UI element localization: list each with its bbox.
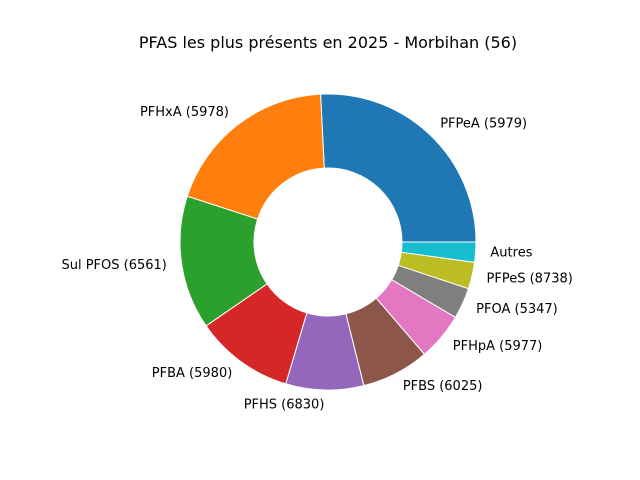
slice-0 (320, 93, 477, 243)
slice-label-3: PFBA (5980) (152, 366, 233, 381)
slice-label-2: Sul PFOS (6561) (61, 258, 166, 273)
slices-group (179, 93, 477, 391)
slice-label-9: Autres (490, 246, 532, 261)
slice-1 (186, 93, 325, 220)
slice-label-4: PFHS (6830) (244, 397, 325, 412)
slice-label-5: PFBS (6025) (403, 379, 483, 394)
chart-title: PFAS les plus présents en 2025 - Morbiha… (139, 33, 517, 52)
slice-label-0: PFPeA (5979) (440, 117, 527, 132)
slice-label-8: PFPeS (8738) (487, 272, 573, 287)
slice-label-6: PFHpA (5977) (453, 339, 543, 354)
slice-9 (400, 241, 477, 263)
labels-group: PFPeA (5979) PFHxA (5978) Sul PFOS (6561) P… (61, 105, 572, 412)
slice-label-1: PFHxA (5978) (140, 105, 229, 120)
slice-label-7: PFOA (5347) (476, 302, 558, 317)
